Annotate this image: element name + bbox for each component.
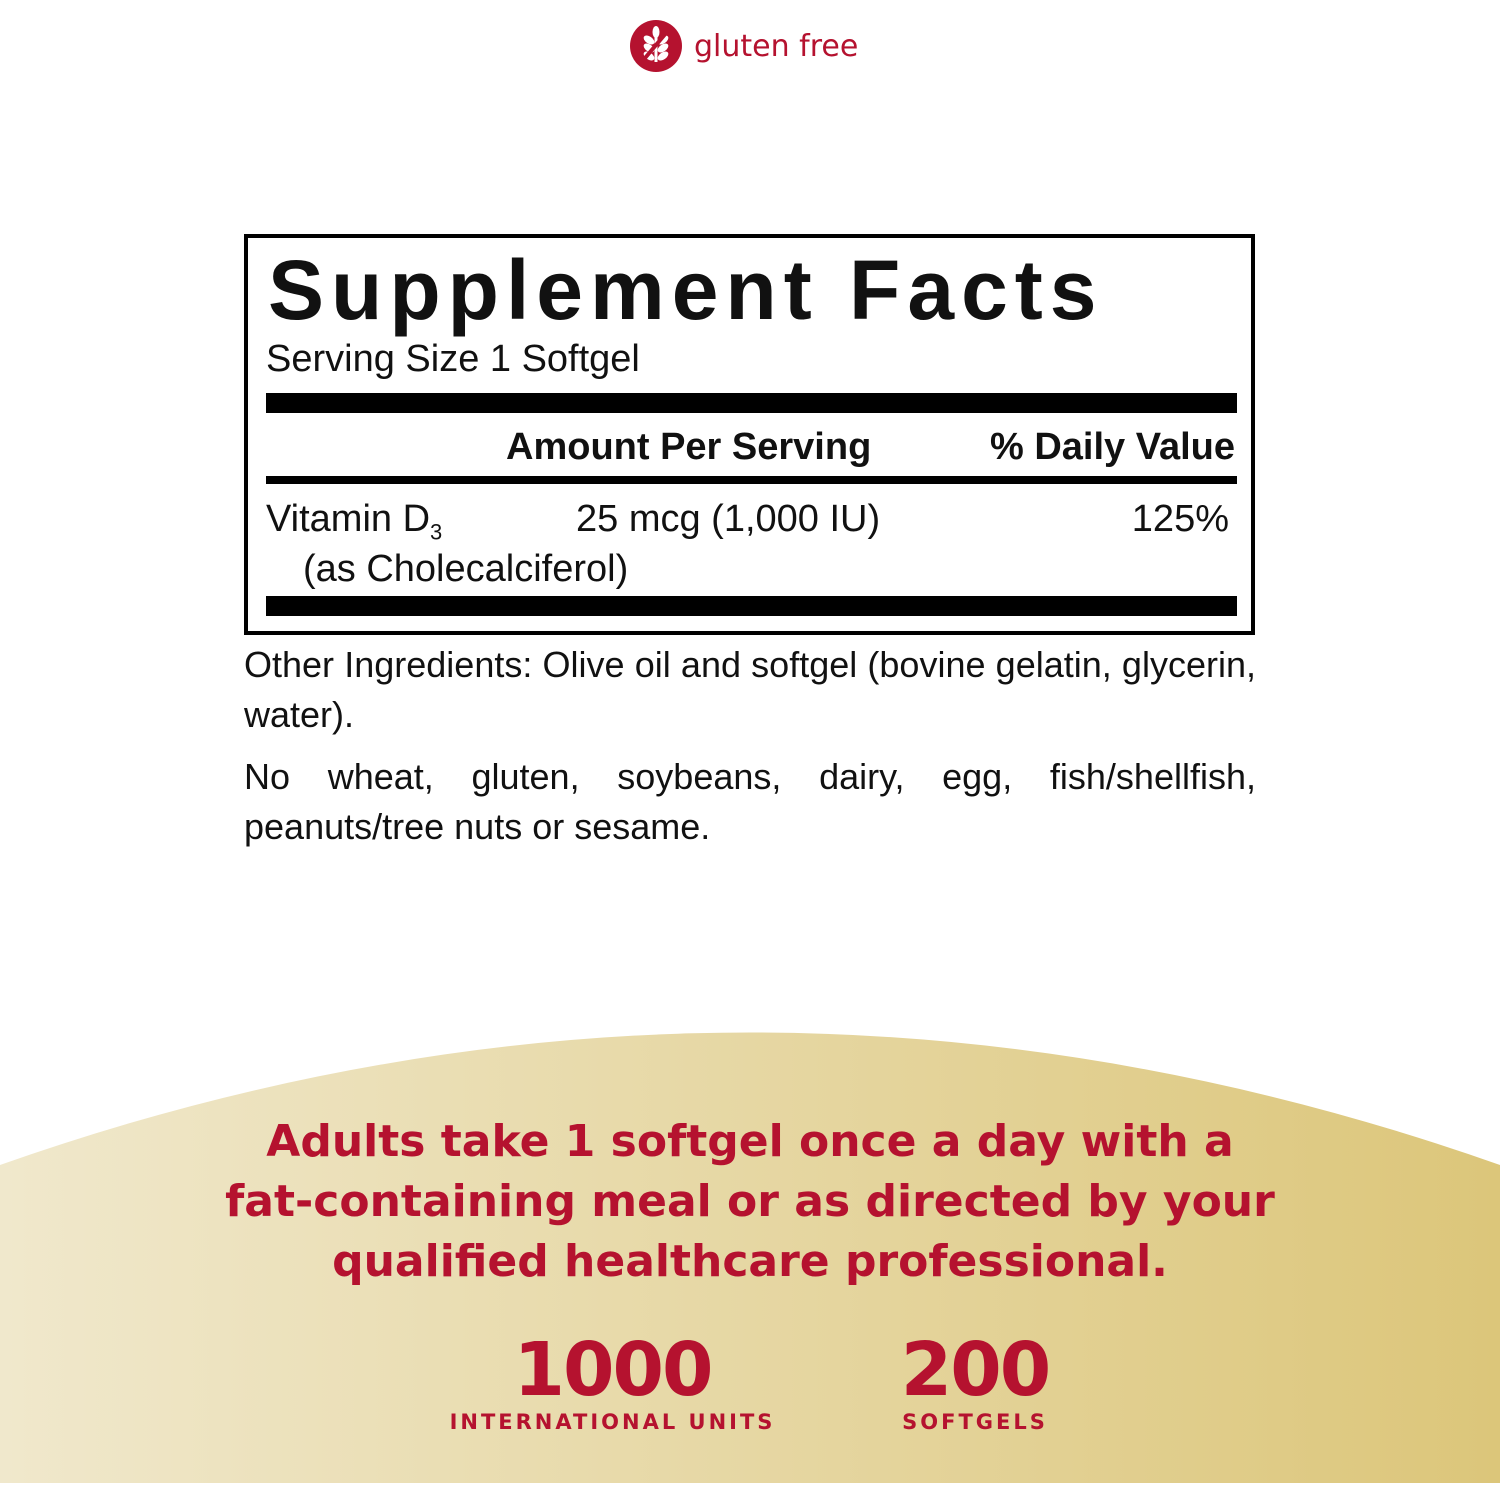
stat-label: INTERNATIONAL UNITS xyxy=(449,1410,776,1434)
thick-divider xyxy=(266,596,1237,616)
gluten-free-label: gluten free xyxy=(694,28,859,64)
stat-value: 200 xyxy=(900,1327,1051,1413)
stat-iu: 1000 INTERNATIONAL UNITS xyxy=(440,1330,785,1434)
nutrient-daily-value: 125% xyxy=(1131,498,1229,540)
nutrient-amount: 25 mcg (1,000 IU) xyxy=(576,498,881,540)
thick-divider xyxy=(266,393,1237,413)
thin-divider xyxy=(266,476,1237,484)
header-amount: Amount Per Serving xyxy=(506,426,872,468)
stat-label: SOFTGELS xyxy=(902,1410,1048,1434)
stat-softgels: 200 SOFTGELS xyxy=(880,1330,1070,1434)
other-ingredients: Other Ingredients: Olive oil and softgel… xyxy=(244,644,1256,735)
header-daily-value: % Daily Value xyxy=(989,426,1235,468)
directions-line: fat-containing meal or as directed by yo… xyxy=(225,1176,1275,1227)
stat-value: 1000 xyxy=(513,1327,714,1413)
facts-title: Supplement Facts xyxy=(268,243,1104,337)
serving-size: Serving Size 1 Softgel xyxy=(266,338,640,380)
nutrient-name-text: Vitamin D xyxy=(266,498,431,540)
gluten-free-badge: gluten free xyxy=(628,18,858,74)
directions: Adults take 1 softgel once a day with a … xyxy=(0,1112,1500,1292)
directions-line: qualified healthcare professional. xyxy=(332,1236,1168,1287)
nutrient-subscript: 3 xyxy=(430,519,443,545)
nutrient-name: Vitamin D3 xyxy=(266,498,442,546)
supplement-facts-panel: Supplement Facts Serving Size 1 Softgel … xyxy=(244,234,1255,635)
directions-line: Adults take 1 softgel once a day with a xyxy=(266,1116,1234,1167)
allergen-statement: No wheat, gluten, soybeans, dairy, egg, … xyxy=(244,756,1256,847)
nutrient-source: (as Cholecalciferol) xyxy=(303,548,629,590)
gluten-free-wheat-icon xyxy=(630,20,682,72)
